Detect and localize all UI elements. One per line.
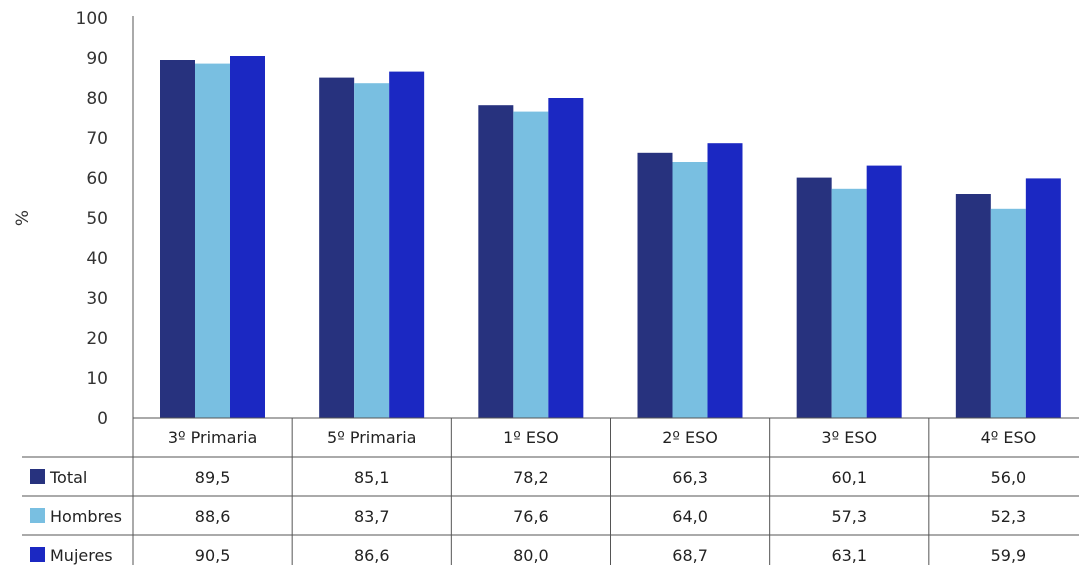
data-table-cell: 85,1 (354, 468, 390, 487)
bar-hombres (831, 188, 867, 418)
data-table-cell: 63,1 (831, 546, 867, 565)
bar-hombres (672, 162, 708, 418)
data-table-cell: 56,0 (991, 468, 1027, 487)
legend-swatch-total (30, 469, 45, 484)
y-tick-label: 10 (86, 369, 108, 389)
data-table-cell: 60,1 (831, 468, 867, 487)
bar-total (637, 152, 673, 419)
y-tick-label: 20 (86, 329, 108, 349)
bar-mujeres (866, 165, 902, 418)
x-tick-label: 5º Primaria (327, 428, 416, 447)
bar-hombres (513, 111, 549, 418)
bar-total (319, 77, 355, 418)
data-table-cell: 64,0 (672, 507, 708, 526)
data-table-cell: 90,5 (195, 546, 231, 565)
data-table-cell: 86,6 (354, 546, 390, 565)
bar-total (160, 60, 195, 418)
bar-mujeres (1025, 178, 1061, 418)
x-tick-label: 3º ESO (821, 428, 877, 447)
data-table-cell: 57,3 (831, 507, 867, 526)
y-tick-label: 100 (76, 9, 108, 29)
legend-swatch-mujeres (30, 547, 45, 562)
data-table-cell: 52,3 (991, 507, 1027, 526)
x-tick-label: 2º ESO (662, 428, 718, 447)
bar-mujeres (707, 143, 743, 418)
data-table-cell: 78,2 (513, 468, 549, 487)
y-tick-label: 0 (97, 409, 108, 429)
bar-total (478, 105, 514, 418)
bar-total (796, 177, 832, 418)
bar-mujeres (230, 56, 265, 418)
legend-label-mujeres: Mujeres (50, 546, 113, 565)
data-table-cell: 76,6 (513, 507, 549, 526)
y-axis-ticks: 0 10 20 30 40 50 60 70 80 90 100 (76, 9, 134, 429)
y-tick-label: 80 (86, 89, 108, 109)
data-table-cell: 80,0 (513, 546, 549, 565)
legend-swatch-hombres (30, 508, 45, 523)
legend-label-hombres: Hombres (50, 507, 122, 526)
y-tick-label: 40 (86, 249, 108, 269)
y-tick-label: 60 (86, 169, 108, 189)
bar-total (955, 194, 991, 418)
data-table-cell: 88,6 (195, 507, 231, 526)
y-tick-label: 70 (86, 129, 108, 149)
data-table-cell: 59,9 (991, 546, 1027, 565)
data-table-cell: 89,5 (195, 468, 231, 487)
y-tick-label: 90 (86, 49, 108, 69)
data-table-cell: 68,7 (672, 546, 708, 565)
y-tick-label: 50 (86, 209, 108, 229)
data-table-cell: 66,3 (672, 468, 708, 487)
bar-hombres (195, 63, 230, 418)
bar-hombres (354, 83, 390, 418)
bar-mujeres (548, 98, 584, 418)
y-tick-label: 30 (86, 289, 108, 309)
legend-label-total: Total (49, 468, 87, 487)
y-axis-label: % (13, 210, 33, 226)
x-tick-label: 1º ESO (503, 428, 559, 447)
bar-mujeres (389, 71, 425, 418)
data-table: 3º Primaria 5º Primaria 1º ESO 2º ESO 3º ESO… (22, 417, 1079, 565)
bars (160, 56, 1061, 419)
x-tick-label: 3º Primaria (168, 428, 257, 447)
data-table-cell: 83,7 (354, 507, 390, 526)
bar-hombres (990, 208, 1026, 418)
x-tick-label: 4º ESO (981, 428, 1037, 447)
